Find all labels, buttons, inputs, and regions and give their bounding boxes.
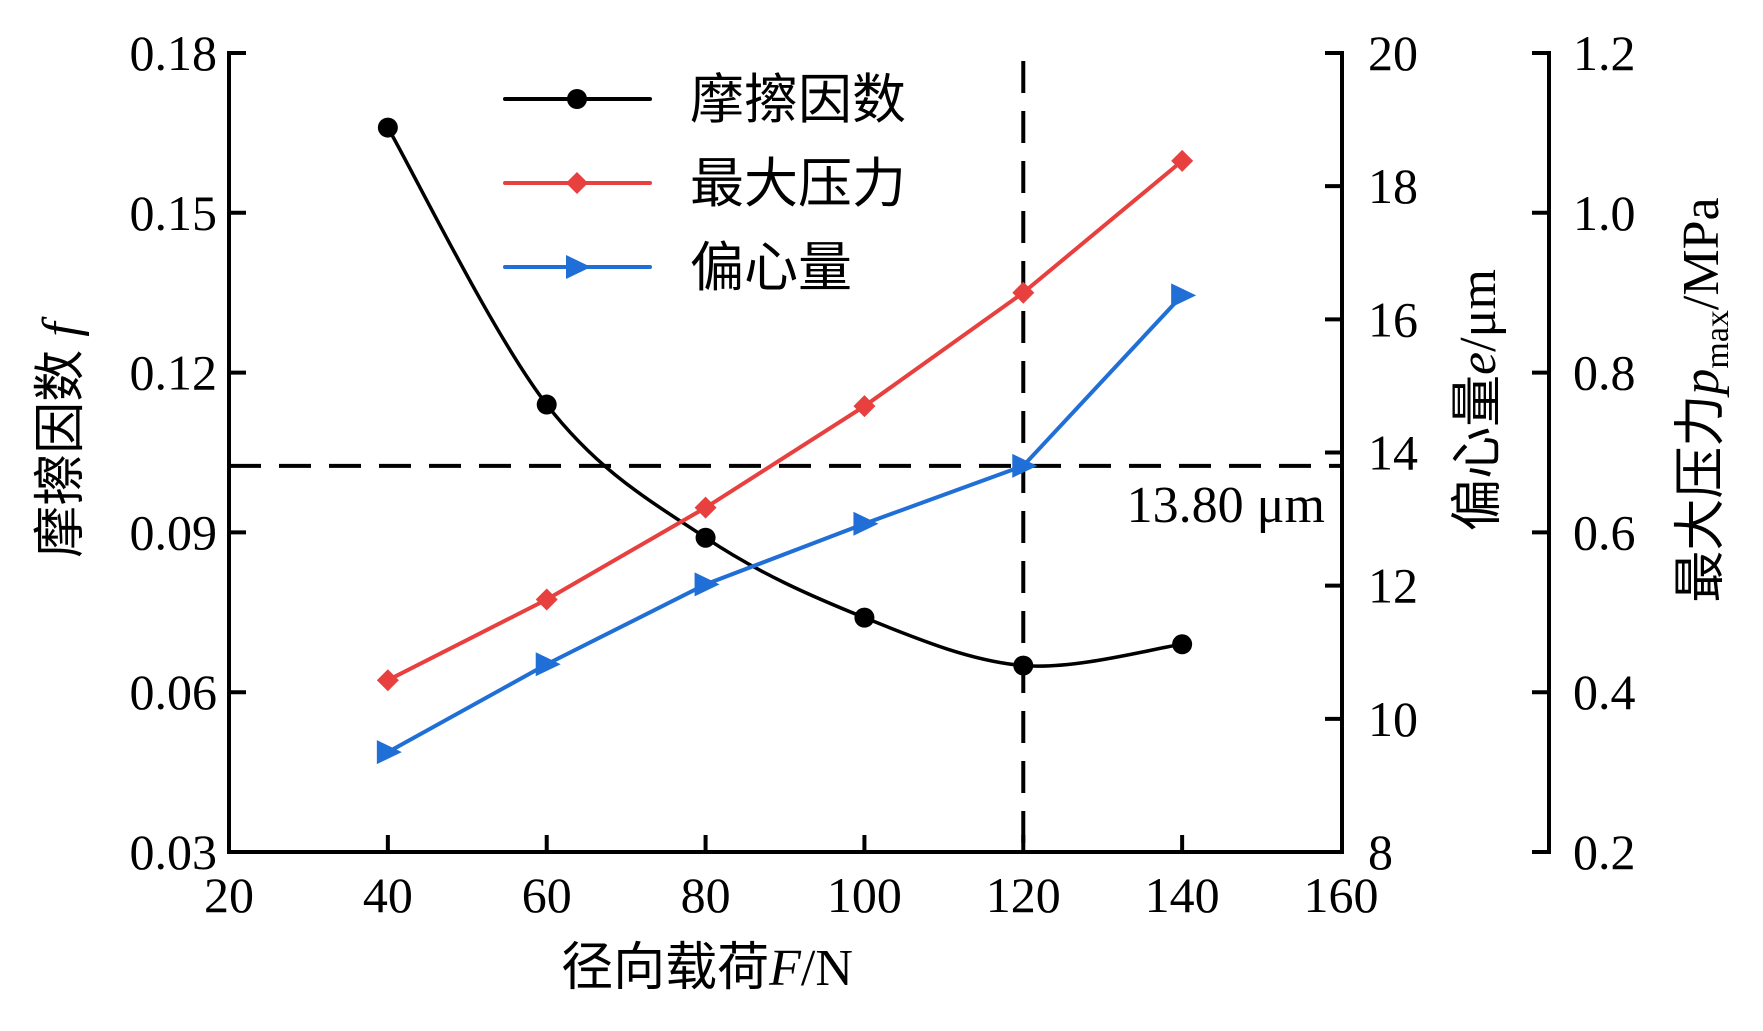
reference-annotation: 13.80 μm [1127,477,1325,534]
series-friction [377,117,1193,676]
x-tick-label: 120 [986,867,1061,923]
data-point [376,669,399,692]
series-layer [376,117,1197,765]
eccentricity-tick-label: 20 [1368,25,1418,81]
legend-item: 偏心量 [503,238,852,298]
data-point [853,395,876,418]
x-tick-label: 100 [827,867,902,923]
left-y-tick-label: 0.15 [130,185,218,241]
data-point [853,511,879,536]
x-tick-label: 20 [204,867,254,923]
eccentricity-tick-label: 14 [1368,425,1418,481]
data-point [535,652,561,677]
series-pressure [376,149,1194,692]
data-point [1013,655,1034,676]
data-point [1012,453,1038,478]
data-point [1171,149,1194,172]
left-y-axis-title: 摩擦因数 f [33,316,90,558]
pressure-tick-label: 1.2 [1573,25,1636,81]
x-axis-title: 径向载荷F/N [561,940,853,997]
pressure-tick-label: 1.0 [1573,185,1636,241]
x-tick-label: 160 [1304,867,1379,923]
eccentricity-tick-label: 16 [1368,291,1418,347]
pressure-tick-label: 0.8 [1573,345,1636,401]
eccentricity-tick-label: 10 [1368,691,1418,747]
legend-label: 摩擦因数 [690,70,906,130]
data-point [536,394,557,415]
data-point [1012,281,1035,304]
data-point [535,588,558,611]
data-point [694,496,717,519]
left-y-tick-label: 0.12 [130,345,218,401]
data-point [376,740,402,765]
x-tick-label: 140 [1145,867,1220,923]
eccentricity-tick-label: 12 [1368,558,1418,614]
left-y-tick-label: 0.09 [130,504,218,560]
legend-swatch-marker [566,172,588,194]
data-point [854,607,875,628]
axes: 20 40 60 80 100 120 140 160 0.03 0.06 0.09 0.12 0.15… [130,25,1636,923]
series-line [386,159,1184,682]
x-tick-label: 40 [363,867,413,923]
legend-swatch-marker [566,255,591,279]
eccentricity-tick-label: 18 [1368,158,1418,214]
pressure-tick-label: 0.4 [1573,664,1636,720]
legend-item: 最大压力 [503,154,906,214]
x-tick-label: 80 [681,867,731,923]
series-eccentricity [376,283,1197,765]
left-y-tick-label: 0.03 [130,824,218,880]
pressure-tick-label: 0.6 [1573,504,1636,560]
left-y-tick-label: 0.06 [130,664,218,720]
data-point [377,117,398,138]
legend-label: 最大压力 [690,154,906,214]
x-tick-label: 60 [522,867,572,923]
eccentricity-axis-title: 偏心量e/μm [1450,269,1507,531]
left-y-tick-label: 0.18 [130,25,218,81]
data-point [1172,634,1193,655]
pressure-axis-title: 最大压力pmax/MPa [1673,197,1736,602]
data-point [1171,283,1197,308]
data-point [694,572,720,597]
legend-label: 偏心量 [690,238,852,298]
data-point [695,527,716,548]
legend-swatch-marker [567,89,587,109]
pressure-tick-label: 0.2 [1573,824,1636,880]
legend-item: 摩擦因数 [503,70,906,130]
reference-lines [229,61,1342,852]
series-line [386,293,1184,754]
eccentricity-tick-label: 8 [1368,824,1393,880]
